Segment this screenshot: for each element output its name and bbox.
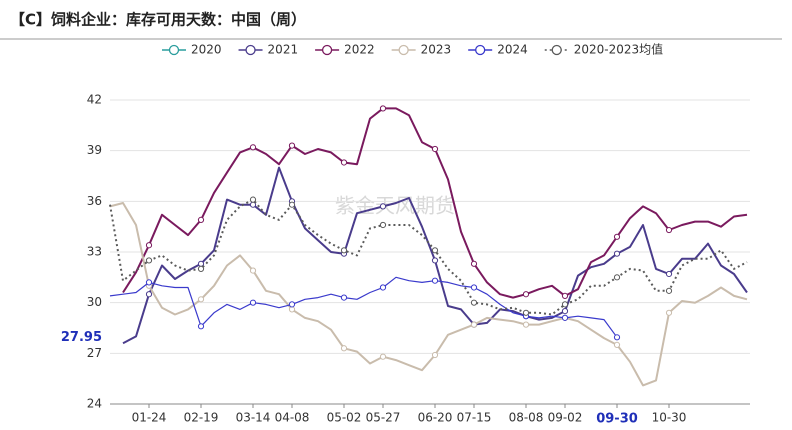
series-marker <box>613 341 621 348</box>
series-marker <box>197 265 205 272</box>
legend-marker <box>398 44 409 56</box>
series-marker <box>340 345 348 352</box>
watermark: 紫金天风期货 <box>335 194 455 218</box>
chart-title: 【C】饲料企业：库存可用天数：中国（周） <box>10 11 306 29</box>
y-tick-label: 30 <box>87 295 102 309</box>
series-marker <box>197 216 205 224</box>
legend-marker <box>321 44 333 56</box>
series-marker <box>470 260 478 267</box>
x-tick-label: 07-15 <box>457 411 492 425</box>
crosshair-y-box <box>58 327 106 348</box>
series-marker <box>288 306 296 313</box>
series-marker <box>470 299 478 306</box>
legend-label: 2020-2023均值 <box>574 42 663 57</box>
series-marker <box>379 203 387 210</box>
series-marker <box>249 299 257 306</box>
series-marker <box>561 308 569 315</box>
crosshair-y-label: 27.95 <box>61 330 102 345</box>
legend-label: 2024 <box>497 43 528 57</box>
legend-item: 2021 <box>238 43 299 57</box>
y-tick-label: 33 <box>87 245 102 259</box>
series-marker <box>665 270 673 278</box>
series-marker <box>561 301 569 308</box>
series-marker <box>522 309 530 316</box>
legend-marker <box>168 44 180 56</box>
series-marker <box>379 105 387 112</box>
y-tick-label: 27 <box>87 346 102 360</box>
series-marker <box>249 144 257 151</box>
series-marker <box>145 242 153 249</box>
x-tick-label: 10-30 <box>652 411 687 425</box>
series-marker <box>431 145 439 153</box>
x-tick-label: 05-27 <box>366 411 401 425</box>
legend-item: 2023 <box>391 43 452 57</box>
y-tick-label: 42 <box>87 93 102 107</box>
crosshair-x-box <box>593 409 641 429</box>
legend-label: 2020 <box>191 43 222 57</box>
series-marker <box>340 294 348 301</box>
series-marker <box>379 221 387 229</box>
legend-label: 2022 <box>344 43 375 57</box>
series-marker <box>665 226 673 234</box>
series-marker <box>340 159 348 166</box>
x-tick-label: 04-08 <box>275 411 310 425</box>
series-marker <box>145 291 153 298</box>
x-tick-label: 01-24 <box>132 411 167 425</box>
series-marker <box>613 233 621 240</box>
x-tick-label: 06-20 <box>418 411 453 425</box>
series-line <box>109 276 618 338</box>
series-marker <box>613 250 621 257</box>
x-tick-label: 03-14 <box>236 411 271 425</box>
series-marker <box>288 301 296 308</box>
series-marker <box>665 287 673 294</box>
legend-item: 2020-2023均值 <box>544 42 663 57</box>
legend-marker <box>475 44 486 56</box>
series-marker <box>145 257 153 264</box>
legend-item: 2022 <box>315 43 375 57</box>
series-marker <box>249 267 257 274</box>
legend-marker <box>245 44 256 56</box>
series-marker <box>561 314 569 321</box>
legend-item: 2020 <box>162 43 222 57</box>
series-marker <box>288 142 296 149</box>
series-marker <box>470 321 478 328</box>
series-marker <box>197 296 205 303</box>
series-marker <box>431 277 439 284</box>
legend-marker <box>551 44 562 56</box>
series-marker <box>431 247 439 254</box>
series-marker <box>431 351 439 359</box>
x-tick-label: 09-02 <box>548 411 583 425</box>
x-tick-label: 08-08 <box>509 411 544 425</box>
series-marker <box>197 323 205 330</box>
series-marker <box>379 353 387 360</box>
y-tick-label: 36 <box>87 194 102 208</box>
series-marker <box>470 284 478 291</box>
series-marker <box>249 196 257 203</box>
x-tick-label: 02-19 <box>184 411 219 425</box>
legend-label: 2021 <box>268 43 299 57</box>
legend-label: 2023 <box>421 43 452 57</box>
crosshair-x-label: 09-30 <box>596 412 638 427</box>
series-marker <box>613 274 621 281</box>
series-marker <box>340 247 348 254</box>
series-marker <box>431 257 439 264</box>
series-marker <box>561 292 569 300</box>
y-tick-label: 39 <box>87 143 102 157</box>
series-marker <box>522 321 530 328</box>
series-marker <box>379 284 387 291</box>
series-marker <box>288 201 296 208</box>
y-tick-label: 24 <box>87 397 102 411</box>
legend-item: 2024 <box>468 43 528 57</box>
series-marker <box>613 334 621 341</box>
x-tick-label: 05-02 <box>327 411 362 425</box>
series-marker <box>665 309 673 316</box>
series-line <box>109 202 748 387</box>
series-marker <box>522 291 530 298</box>
series-marker <box>145 279 153 286</box>
